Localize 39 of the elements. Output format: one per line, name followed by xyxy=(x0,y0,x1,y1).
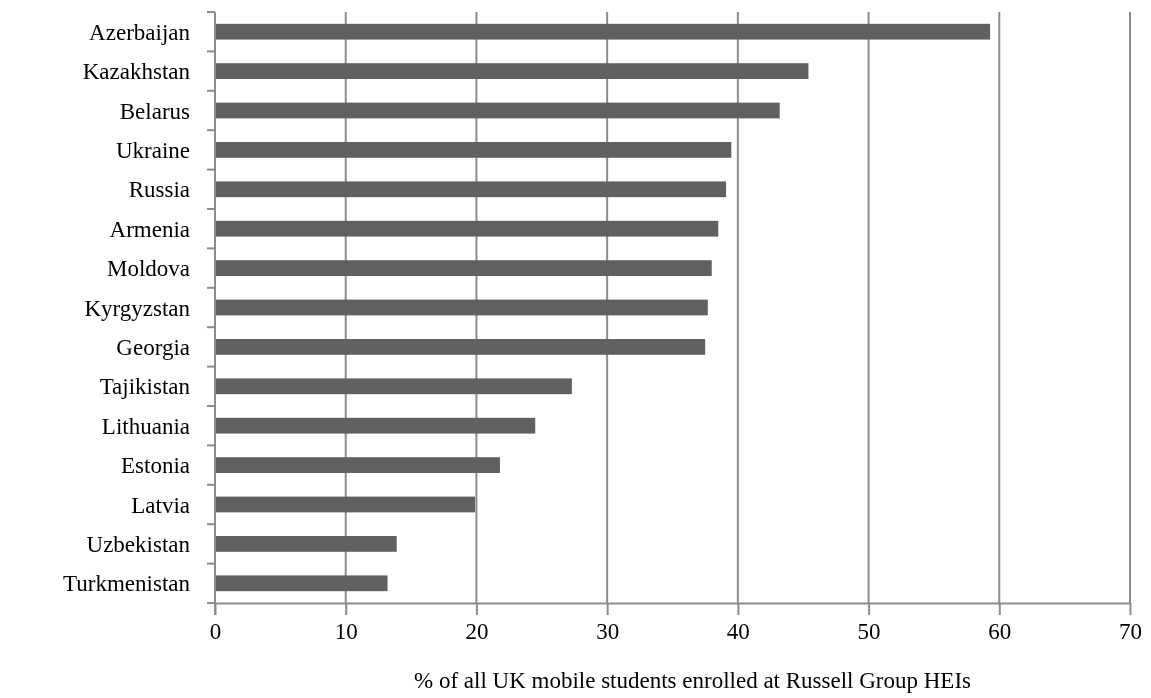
y-tick-label: Turkmenistan xyxy=(63,571,191,597)
y-tick-label: Azerbaijan xyxy=(89,19,191,45)
bar xyxy=(215,181,727,198)
y-tick-label: Moldova xyxy=(106,256,190,282)
y-tick-label: Armenia xyxy=(109,216,190,242)
bar xyxy=(215,339,706,355)
x-tick-label: 30 xyxy=(596,618,620,644)
y-tick-label: Russia xyxy=(128,177,190,203)
bar xyxy=(215,102,780,119)
x-tick-label: 20 xyxy=(465,618,489,644)
bar xyxy=(215,220,719,237)
y-tick-label: Belarus xyxy=(119,98,191,124)
bar xyxy=(215,496,476,513)
x-axis-title: % of all UK mobile students enrolled at Russell Group HEIs xyxy=(413,668,972,693)
bar xyxy=(215,417,536,434)
y-tick-label: Lithuania xyxy=(101,413,190,439)
bar xyxy=(215,378,572,395)
y-tick-label: Estonia xyxy=(121,453,190,479)
x-tick-label: 0 xyxy=(209,618,222,644)
x-tick-label: 40 xyxy=(726,618,750,644)
x-tick-label: 50 xyxy=(857,618,881,644)
y-tick-label: Uzbekistan xyxy=(86,531,191,557)
y-tick-label: Latvia xyxy=(131,492,190,518)
bar xyxy=(215,260,712,276)
x-tick-label: 10 xyxy=(334,618,358,644)
y-tick-label: Georgia xyxy=(116,334,190,360)
y-tick-label: Kazakhstan xyxy=(82,59,191,85)
bar xyxy=(215,299,708,316)
x-tick-label: 60 xyxy=(988,618,1012,644)
bar xyxy=(215,23,991,40)
bar xyxy=(215,63,809,79)
y-tick-label: Tajikistan xyxy=(99,374,191,400)
bar xyxy=(215,142,732,158)
bar xyxy=(215,536,397,552)
bar xyxy=(215,457,500,473)
y-tick-label: Kyrgyzstan xyxy=(84,295,191,321)
bar xyxy=(215,575,388,592)
y-tick-label: Ukraine xyxy=(115,137,190,163)
x-tick-label: 70 xyxy=(1119,618,1142,644)
